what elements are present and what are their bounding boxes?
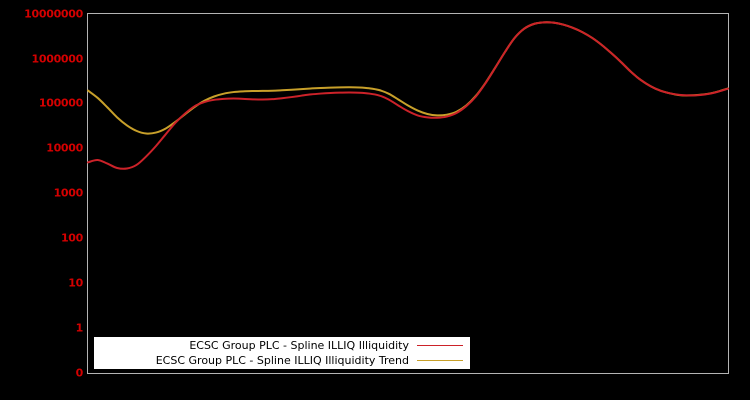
y-axis-tick-label: 10000000 bbox=[24, 7, 83, 21]
legend-item-label: ECSC Group PLC - Spline ILLIQ Illiquidit… bbox=[189, 339, 409, 352]
y-axis-tick-labels: 10000000 1000000 100000 10000 1000 100 10 1 0 bbox=[0, 0, 83, 400]
legend-item[interactable]: ECSC Group PLC - Spline ILLIQ Illiquidit… bbox=[95, 338, 469, 353]
legend-item-label: ECSC Group PLC - Spline ILLIQ Illiquidit… bbox=[155, 354, 409, 367]
y-axis-tick-label: 10 bbox=[68, 276, 83, 290]
y-axis-tick-label: 100 bbox=[60, 231, 83, 245]
y-axis-tick-label: 0 bbox=[75, 366, 84, 380]
legend-item[interactable]: ECSC Group PLC - Spline ILLIQ Illiquidit… bbox=[95, 353, 469, 368]
legend-color-swatch-trend bbox=[417, 360, 463, 361]
y-axis-tick-label: 10000 bbox=[46, 141, 83, 155]
y-axis-tick-label: 1000000 bbox=[31, 52, 84, 65]
y-axis-tick-label: 100000 bbox=[38, 96, 83, 110]
legend-color-swatch-illiquidity bbox=[417, 345, 463, 346]
y-axis-tick-label: 1000 bbox=[53, 186, 84, 200]
y-axis-tick-label: 1 bbox=[75, 321, 84, 335]
plot-area bbox=[87, 13, 729, 374]
chart-legend[interactable]: ECSC Group PLC - Spline ILLIQ Illiquidit… bbox=[94, 337, 470, 369]
